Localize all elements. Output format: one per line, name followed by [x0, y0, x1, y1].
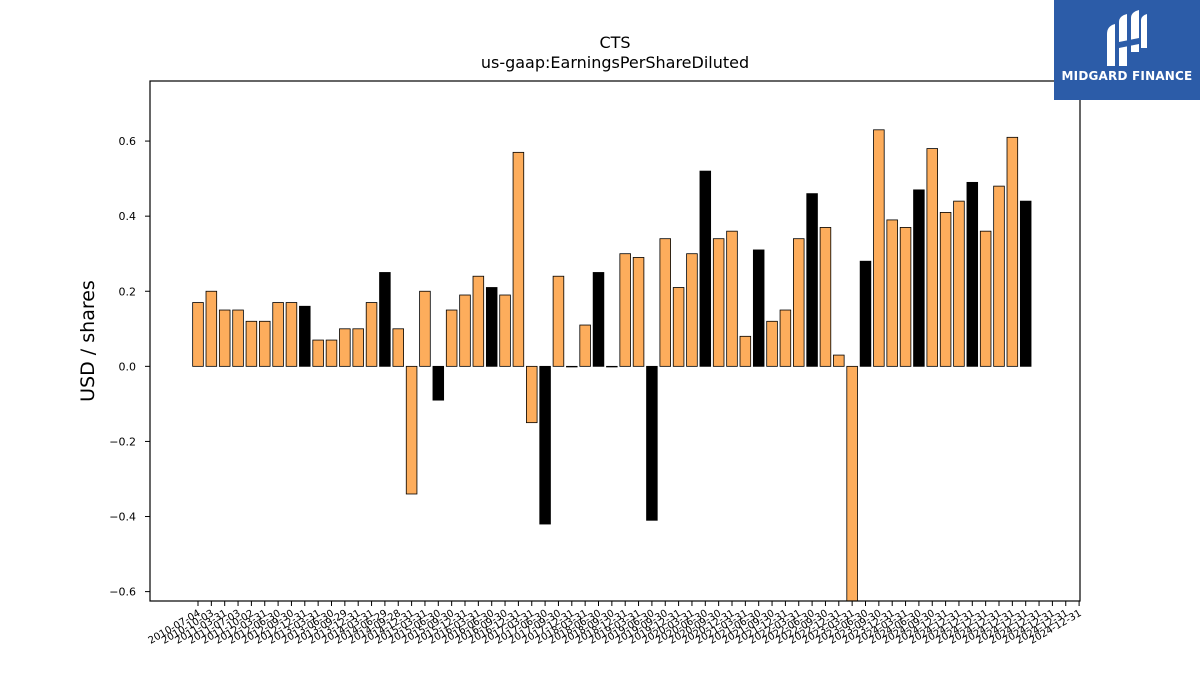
brand-logo: MIDGARD FINANCE — [1054, 0, 1200, 100]
bar — [285, 302, 298, 367]
bar — [552, 275, 565, 367]
bar — [526, 365, 538, 424]
bar — [833, 354, 845, 367]
bar — [499, 294, 511, 367]
bar — [472, 275, 485, 367]
bar — [259, 320, 271, 367]
logo-text: MIDGARD FINANCE — [1061, 69, 1193, 83]
bar — [592, 272, 605, 367]
bar — [419, 290, 431, 367]
bar — [1019, 200, 1032, 367]
bar — [632, 257, 645, 367]
y-tick-label: 0.4 — [119, 210, 137, 223]
bar — [726, 230, 738, 367]
bar — [646, 365, 658, 521]
chart-title: CTS — [599, 33, 631, 52]
bar — [312, 339, 324, 367]
bar — [299, 305, 311, 367]
bar — [566, 365, 578, 368]
bar — [432, 365, 445, 401]
bar — [379, 272, 391, 367]
bar — [846, 365, 858, 601]
bar — [873, 129, 885, 367]
bar — [913, 189, 925, 367]
bar — [325, 339, 338, 367]
bar — [806, 193, 818, 367]
bar — [779, 309, 792, 367]
bar — [859, 260, 872, 367]
bar — [899, 227, 912, 367]
bar — [272, 302, 284, 367]
bars — [192, 129, 1032, 601]
midgard-logo-icon — [1107, 10, 1147, 66]
bar — [606, 365, 618, 368]
y-tick-label: 0.2 — [119, 285, 137, 298]
bar — [579, 324, 591, 367]
y-tick-label: 0.6 — [119, 135, 137, 148]
bar — [392, 328, 404, 367]
bar — [1006, 136, 1019, 367]
bar — [539, 365, 551, 525]
bar — [699, 170, 712, 367]
bar — [712, 238, 725, 367]
bar — [939, 212, 952, 367]
bar — [192, 302, 204, 367]
bar — [739, 335, 752, 367]
bar — [619, 253, 631, 367]
chart-subtitle: us-gaap:EarningsPerShareDiluted — [480, 53, 750, 72]
bar — [752, 249, 765, 367]
bar — [953, 200, 965, 367]
bar — [926, 148, 938, 367]
bar — [979, 230, 992, 367]
y-tick-label: 0.0 — [119, 360, 137, 373]
bar — [405, 365, 418, 495]
bar — [365, 302, 378, 367]
bar — [485, 287, 498, 367]
y-tick-label: −0.4 — [109, 511, 136, 524]
bar — [245, 320, 258, 367]
y-tick-label: −0.6 — [109, 586, 136, 599]
bar — [819, 227, 832, 367]
bar — [205, 290, 218, 367]
bar — [993, 185, 1005, 367]
bar — [659, 238, 671, 367]
bar — [352, 328, 364, 367]
bar — [232, 309, 244, 367]
bar — [445, 309, 458, 367]
bar — [672, 287, 685, 367]
bar — [459, 294, 471, 367]
bar — [793, 238, 805, 367]
bar — [886, 219, 898, 367]
bar — [339, 328, 351, 367]
plot-frame — [149, 80, 1081, 602]
y-axis-label: USD / shares — [77, 280, 99, 402]
bar — [686, 253, 698, 367]
bar — [218, 309, 231, 367]
bar — [766, 320, 778, 367]
bar — [966, 181, 979, 367]
bar — [512, 151, 525, 367]
y-tick-label: −0.2 — [109, 435, 136, 448]
